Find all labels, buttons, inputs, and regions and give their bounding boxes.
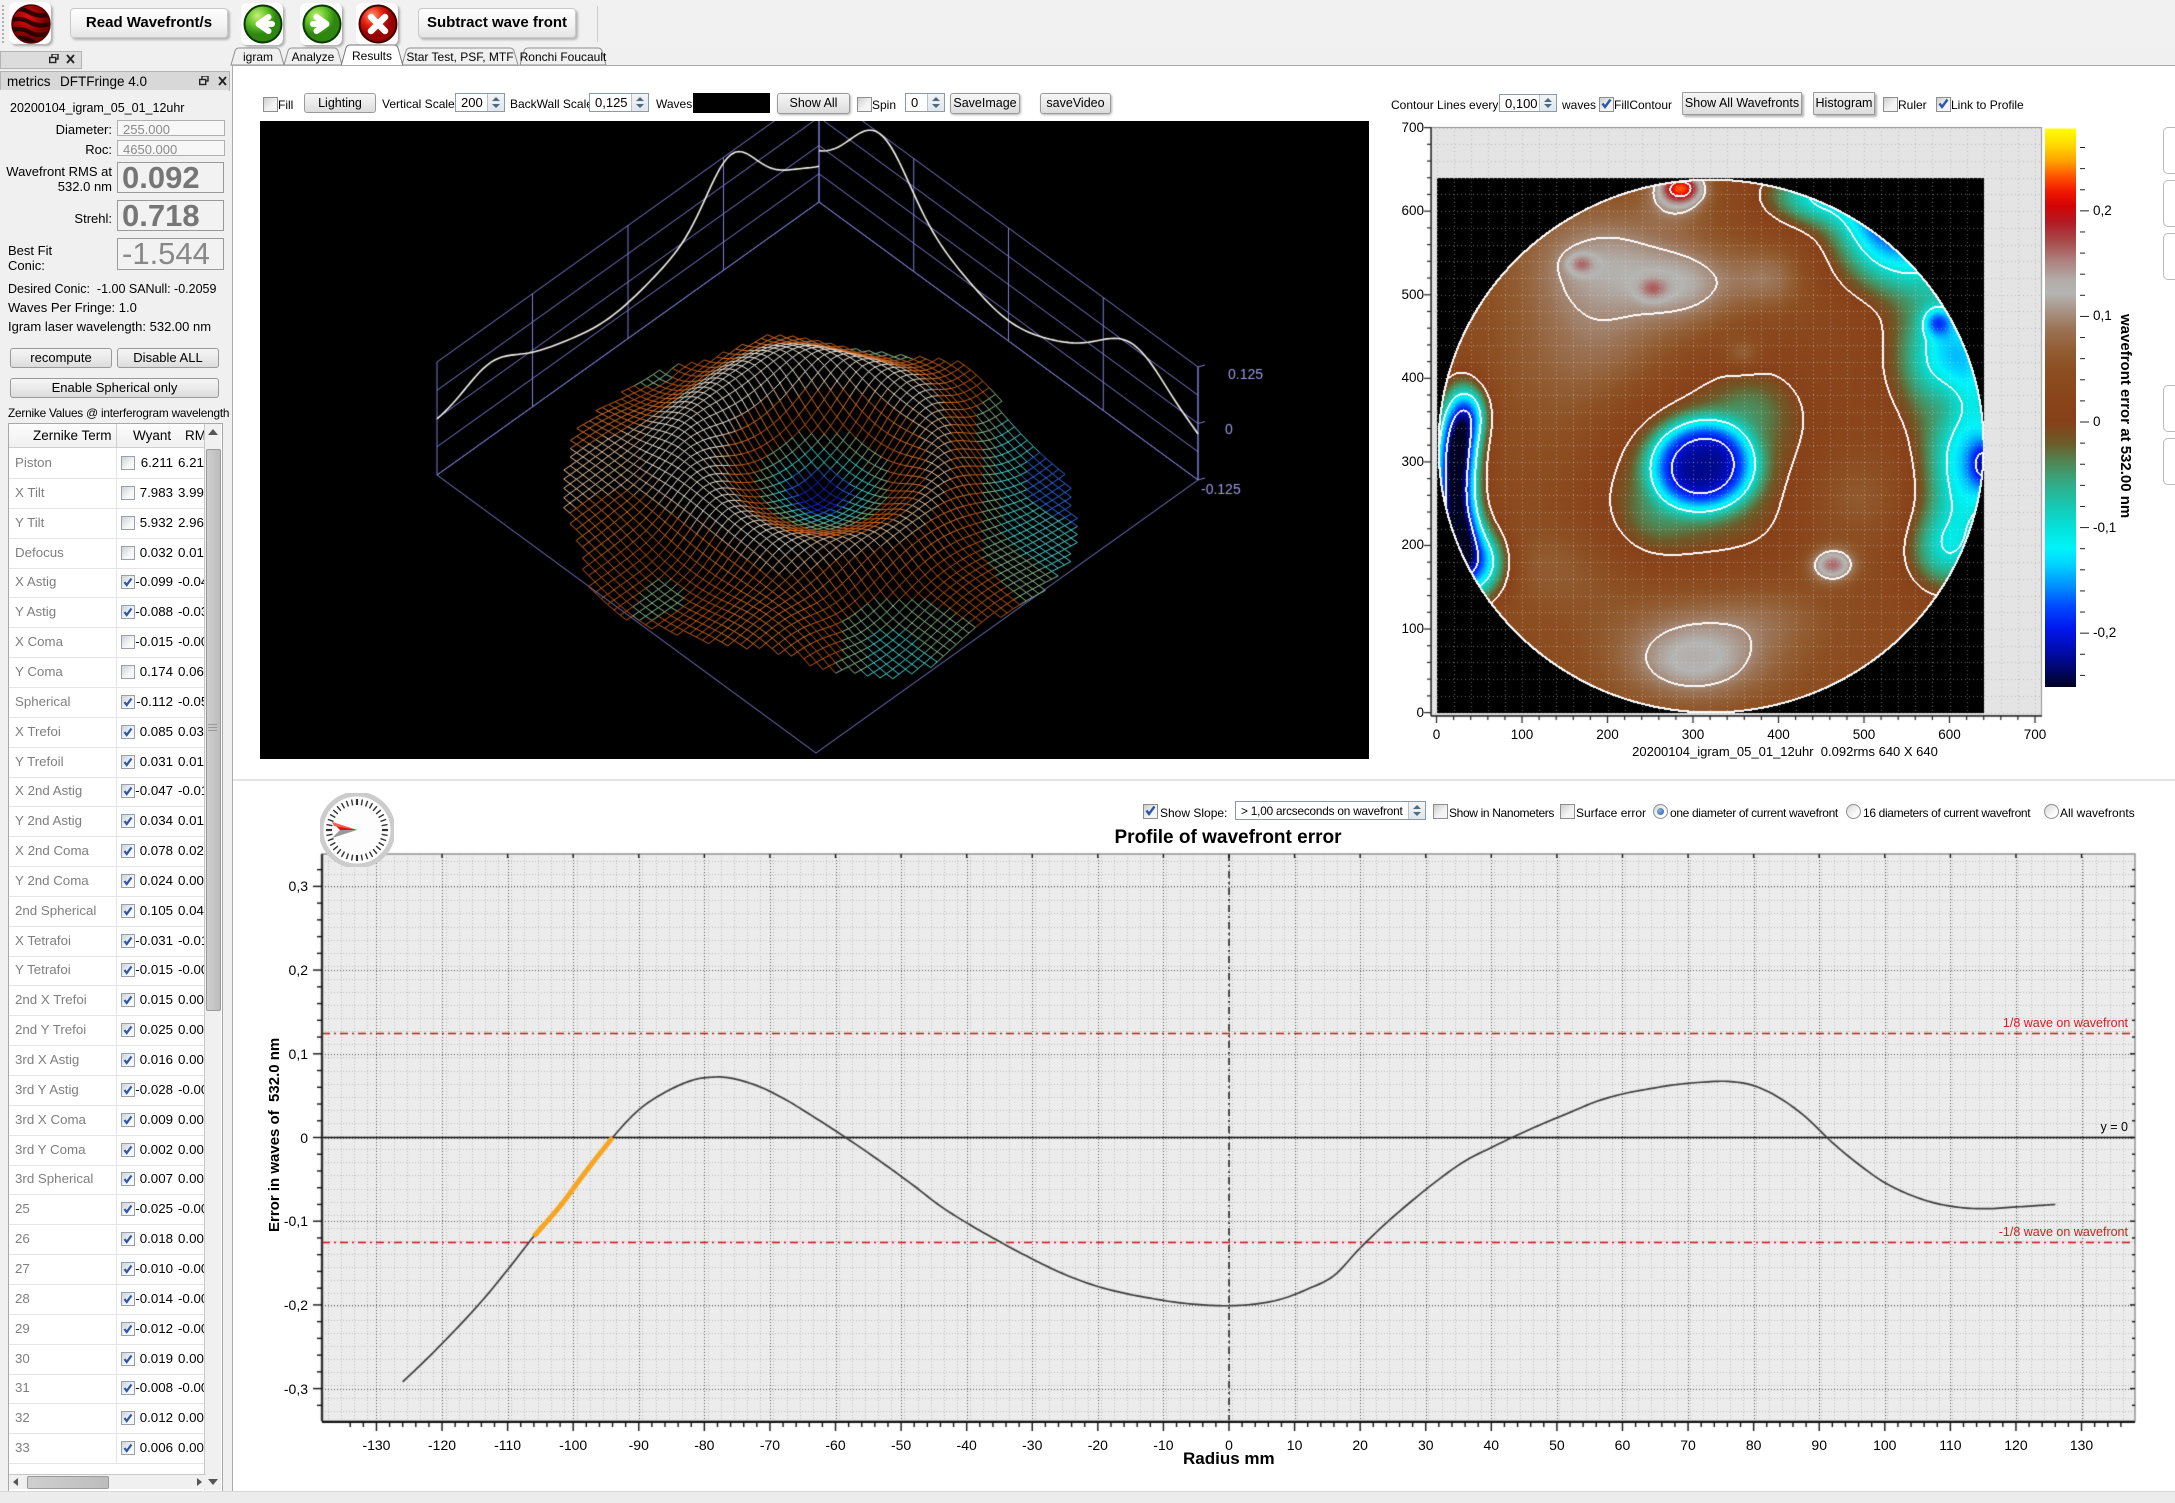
svg-text:Results: Results <box>352 49 392 63</box>
svg-text:Star Test, PSF, MTF: Star Test, PSF, MTF <box>406 50 513 64</box>
svg-text:Analyze: Analyze <box>292 50 335 64</box>
svg-text:Ronchi Foucault: Ronchi Foucault <box>520 50 607 64</box>
svg-text:igram: igram <box>243 50 273 64</box>
